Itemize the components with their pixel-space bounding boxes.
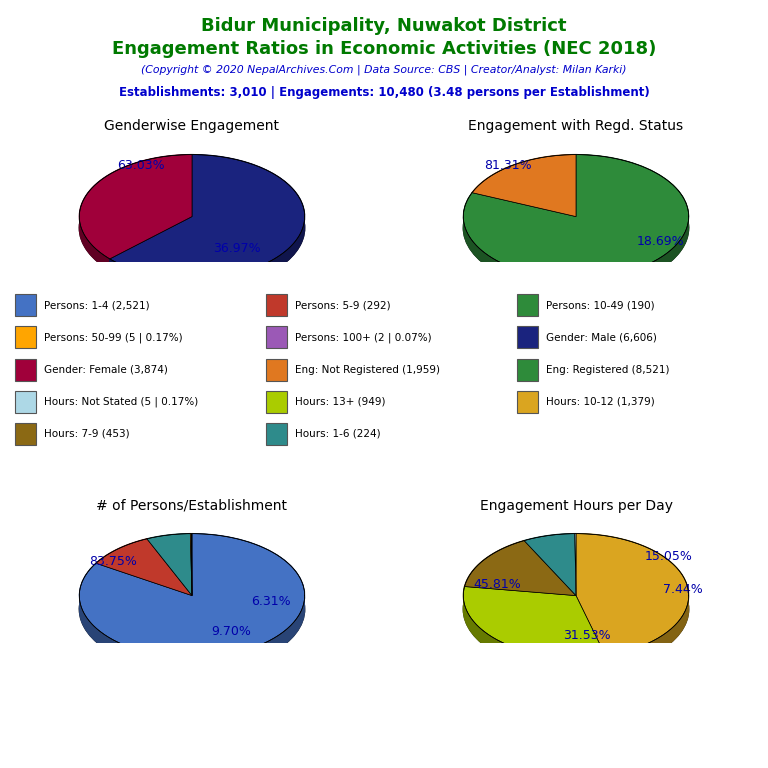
Title: Genderwise Engagement: Genderwise Engagement xyxy=(104,119,280,133)
Text: Bidur Municipality, Nuwakot District: Bidur Municipality, Nuwakot District xyxy=(201,17,567,35)
FancyBboxPatch shape xyxy=(266,326,287,349)
Polygon shape xyxy=(79,534,305,657)
Text: 6.31%: 6.31% xyxy=(251,594,290,607)
Polygon shape xyxy=(110,154,305,279)
Title: Engagement Hours per Day: Engagement Hours per Day xyxy=(479,499,673,513)
Text: 83.75%: 83.75% xyxy=(89,555,137,568)
Text: Persons: 50-99 (5 | 0.17%): Persons: 50-99 (5 | 0.17%) xyxy=(44,333,183,343)
Polygon shape xyxy=(190,534,192,596)
Polygon shape xyxy=(472,154,576,204)
Polygon shape xyxy=(147,534,190,552)
FancyBboxPatch shape xyxy=(15,422,36,445)
FancyBboxPatch shape xyxy=(266,359,287,381)
Title: # of Persons/Establishment: # of Persons/Establishment xyxy=(97,499,287,513)
Text: 63.03%: 63.03% xyxy=(118,160,165,172)
FancyBboxPatch shape xyxy=(266,422,287,445)
Text: 31.53%: 31.53% xyxy=(564,628,611,641)
Text: Persons: 100+ (2 | 0.07%): Persons: 100+ (2 | 0.07%) xyxy=(295,333,432,343)
FancyBboxPatch shape xyxy=(517,359,538,381)
Text: 9.70%: 9.70% xyxy=(211,625,251,638)
Text: Hours: 10-12 (1,379): Hours: 10-12 (1,379) xyxy=(545,396,654,407)
Polygon shape xyxy=(96,539,192,596)
Text: 36.97%: 36.97% xyxy=(214,242,261,255)
Polygon shape xyxy=(79,154,192,270)
Text: Hours: 7-9 (453): Hours: 7-9 (453) xyxy=(44,429,130,439)
Text: 81.31%: 81.31% xyxy=(485,160,532,172)
Ellipse shape xyxy=(463,547,689,671)
Ellipse shape xyxy=(463,166,689,290)
Text: Gender: Female (3,874): Gender: Female (3,874) xyxy=(44,365,167,375)
Ellipse shape xyxy=(79,547,305,671)
FancyBboxPatch shape xyxy=(517,391,538,412)
Polygon shape xyxy=(574,534,576,596)
Polygon shape xyxy=(190,534,191,547)
Text: Persons: 1-4 (2,521): Persons: 1-4 (2,521) xyxy=(44,300,150,310)
Text: 18.69%: 18.69% xyxy=(637,235,684,248)
Text: (Copyright © 2020 NepalArchives.Com | Data Source: CBS | Creator/Analyst: Milan : (Copyright © 2020 NepalArchives.Com | Da… xyxy=(141,65,627,75)
Text: Eng: Not Registered (1,959): Eng: Not Registered (1,959) xyxy=(295,365,440,375)
FancyBboxPatch shape xyxy=(517,294,538,316)
Polygon shape xyxy=(465,541,576,596)
FancyBboxPatch shape xyxy=(15,359,36,381)
Polygon shape xyxy=(576,534,689,655)
Polygon shape xyxy=(147,534,192,596)
FancyBboxPatch shape xyxy=(517,326,538,349)
Text: Establishments: 3,010 | Engagements: 10,480 (3.48 persons per Establishment): Establishments: 3,010 | Engagements: 10,… xyxy=(118,86,650,99)
Text: 45.81%: 45.81% xyxy=(473,578,521,591)
Text: Engagement Ratios in Economic Activities (NEC 2018): Engagement Ratios in Economic Activities… xyxy=(112,40,656,58)
Polygon shape xyxy=(525,534,574,554)
FancyBboxPatch shape xyxy=(15,326,36,349)
Polygon shape xyxy=(110,154,305,290)
Polygon shape xyxy=(465,541,525,600)
Text: Persons: 10-49 (190): Persons: 10-49 (190) xyxy=(545,300,654,310)
Polygon shape xyxy=(463,154,689,279)
Polygon shape xyxy=(463,587,605,657)
Text: Persons: 5-9 (292): Persons: 5-9 (292) xyxy=(295,300,390,310)
Polygon shape xyxy=(463,154,689,290)
Polygon shape xyxy=(79,154,192,259)
Title: Engagement with Regd. Status: Engagement with Regd. Status xyxy=(468,119,684,133)
FancyBboxPatch shape xyxy=(266,294,287,316)
FancyBboxPatch shape xyxy=(15,391,36,412)
Text: Hours: 13+ (949): Hours: 13+ (949) xyxy=(295,396,386,407)
Text: 7.44%: 7.44% xyxy=(663,584,703,597)
Text: 15.05%: 15.05% xyxy=(644,550,692,563)
Polygon shape xyxy=(574,534,576,547)
Ellipse shape xyxy=(79,166,305,290)
Polygon shape xyxy=(576,534,689,669)
Polygon shape xyxy=(525,534,576,596)
Polygon shape xyxy=(79,534,305,671)
Polygon shape xyxy=(463,587,605,671)
Text: Eng: Registered (8,521): Eng: Registered (8,521) xyxy=(545,365,669,375)
Polygon shape xyxy=(96,539,147,577)
Text: Hours: 1-6 (224): Hours: 1-6 (224) xyxy=(295,429,380,439)
FancyBboxPatch shape xyxy=(266,391,287,412)
FancyBboxPatch shape xyxy=(15,294,36,316)
Text: Hours: Not Stated (5 | 0.17%): Hours: Not Stated (5 | 0.17%) xyxy=(44,396,198,407)
Text: Gender: Male (6,606): Gender: Male (6,606) xyxy=(545,333,657,343)
Polygon shape xyxy=(472,154,576,217)
